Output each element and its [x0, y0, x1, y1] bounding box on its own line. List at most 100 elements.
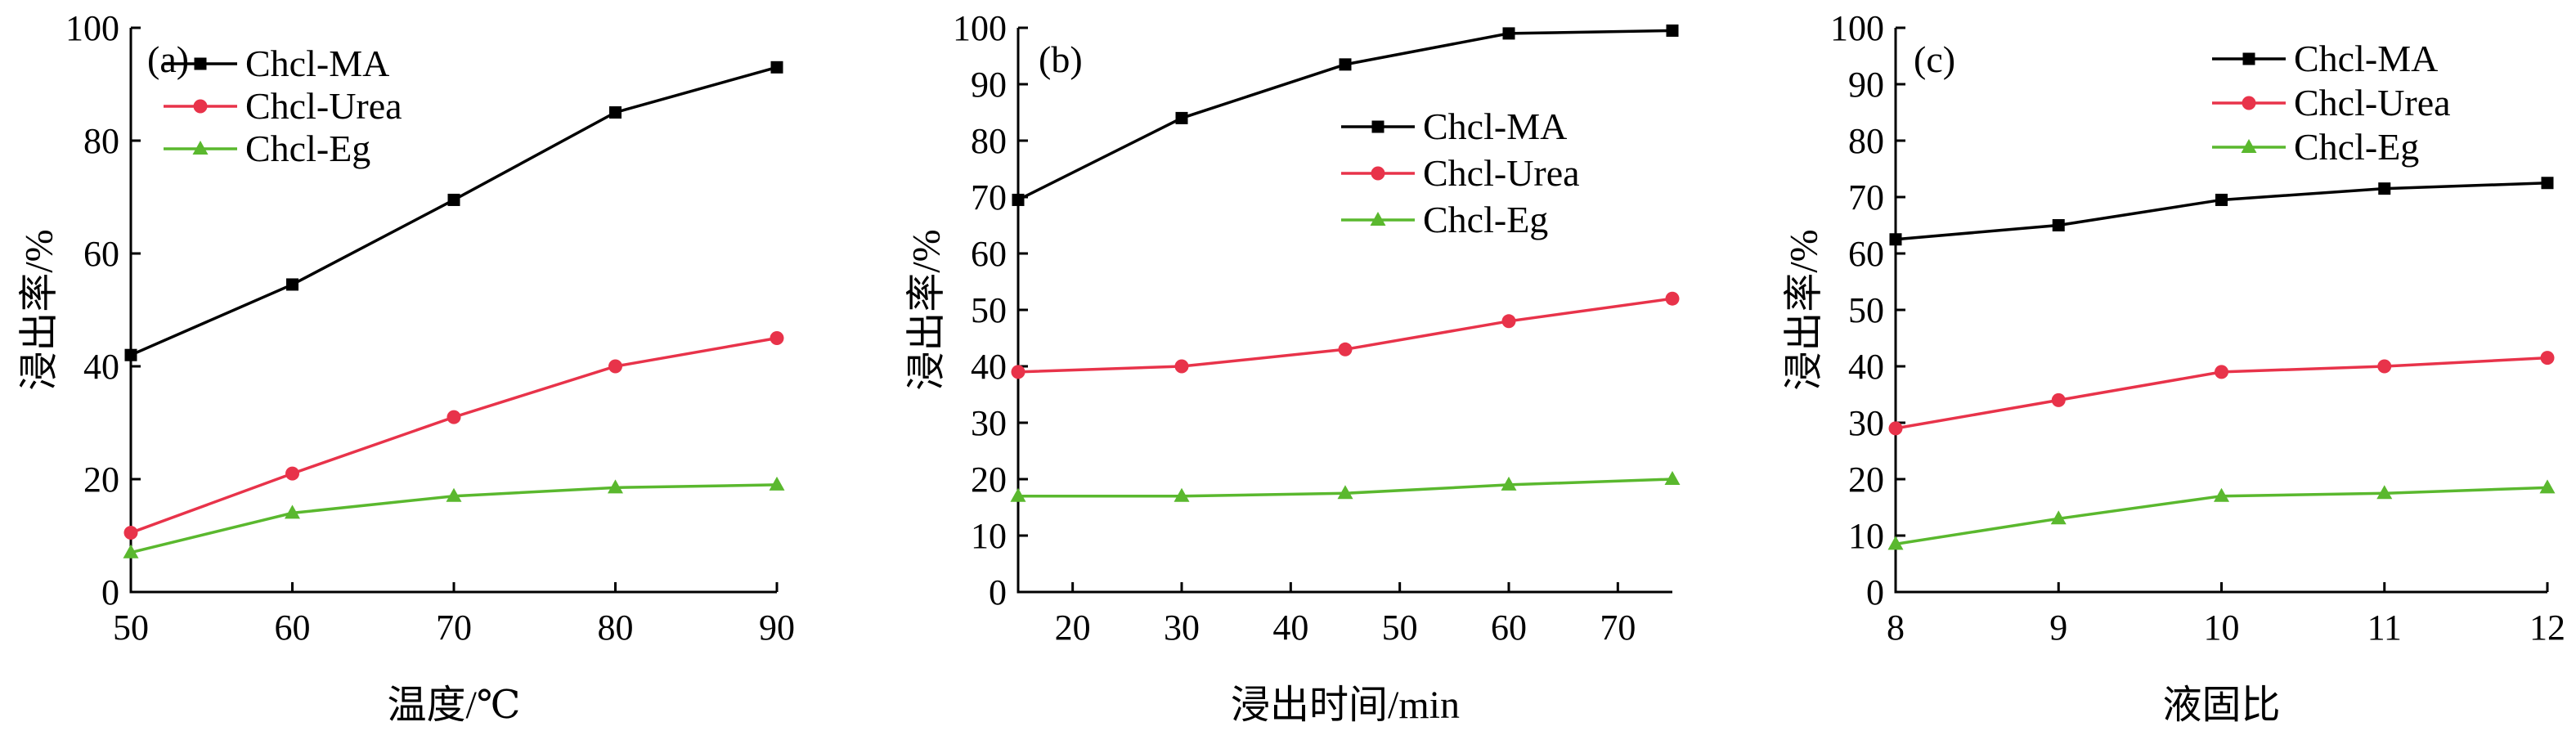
panel-b-legend: Chcl-MA Chcl-Urea Chcl-Eg	[1341, 105, 1580, 240]
panel-b-x-axis-label: 浸出时间/min	[1231, 684, 1460, 727]
panel-a-x-tick-label: 50	[113, 608, 149, 648]
panel-b-x-tick-label: 50	[1382, 608, 1418, 648]
panel-b-legend-chcl-ma-label: Chcl-MA	[1423, 105, 1567, 147]
panel-c-series-chcl-urea-point	[2051, 392, 2066, 407]
panel-b-series-chcl-urea-line	[1017, 297, 1673, 374]
panel-c-series-chcl-ma-line	[1895, 182, 2548, 241]
panel-c-series-chcl-urea-point	[2540, 351, 2555, 366]
panel-b-series-chcl-ma-point	[1175, 111, 1188, 124]
panel-b-series-chcl-urea-point	[1501, 314, 1516, 329]
panel-b-legend-chcl-ma-marker	[1371, 120, 1384, 133]
panel-c-x-tick-label: 9	[2049, 608, 2067, 648]
panel-a-series-chcl-ma-point	[609, 106, 622, 119]
panel-a-x-tick-label: 70	[436, 608, 472, 648]
panel-b-y-axis-label: 浸出率/%	[905, 229, 949, 390]
panel-a-series-chcl-eg-point	[769, 476, 785, 491]
panel-c-y-tick-label: 90	[1848, 65, 1884, 105]
panel-b-legend-chcl-urea-marker	[1371, 166, 1385, 181]
panel-a-series-chcl-ma-line	[130, 65, 778, 357]
panel-c-legend-chcl-urea-label: Chcl-Urea	[2294, 82, 2451, 123]
panel-b-y-tick-label: 60	[971, 234, 1007, 274]
panel-b-y-tick-label: 80	[971, 121, 1007, 161]
panel-a-y-tick-label: 60	[83, 234, 119, 274]
panel-c-series-chcl-ma-point	[2541, 177, 2554, 190]
panel-b-y-tick-label: 0	[989, 572, 1007, 612]
panel-a-series-chcl-urea-point	[608, 359, 622, 374]
panel-a-label: (a)	[147, 38, 189, 80]
panel-b-y-tick-label: 10	[971, 516, 1007, 556]
panel-c-y-tick-label: 80	[1848, 121, 1884, 161]
panel-c: 0 10 20 30 40 50 60 70 80 90 100 8 9 10 11 12 液固比 浸出率/% (c…	[1783, 8, 2566, 727]
panel-b-series-chcl-urea-point	[1011, 365, 1025, 379]
panel-c-label: (c)	[1914, 38, 1955, 80]
panel-a-y-tick-label: 20	[83, 460, 119, 500]
panel-a-series-chcl-ma-point	[447, 193, 460, 206]
panel-a-series-chcl-eg-point	[123, 544, 139, 558]
panel-c-x-tick-label: 12	[2529, 608, 2565, 648]
panel-b-y-tick-label: 70	[971, 177, 1007, 218]
panel-b-legend-chcl-eg-marker	[1370, 212, 1386, 226]
panel-b-y-tick-label: 100	[953, 8, 1007, 48]
panel-c-y-tick-label: 0	[1866, 572, 1884, 612]
panel-a-series-chcl-urea-line	[130, 336, 778, 535]
panel-a-x-tick-label: 80	[598, 608, 634, 648]
panel-a-y-tick-label: 100	[65, 8, 119, 48]
panel-a-y-tick-label: 0	[101, 572, 119, 612]
panel-b-series-chcl-eg-point	[1501, 476, 1517, 491]
panel-b-series-chcl-eg-point	[1174, 487, 1190, 502]
panel-c-y-tick-label: 100	[1830, 8, 1884, 48]
panel-c-y-tick-label: 30	[1848, 403, 1884, 443]
panel-a-x-tick-label: 60	[275, 608, 311, 648]
panel-b-y-tick-label: 30	[971, 403, 1007, 443]
panel-b-x-tick-label: 60	[1491, 608, 1527, 648]
panel-a-series-chcl-ma-point	[124, 348, 137, 361]
panel-b-legend-chcl-urea-label: Chcl-Urea	[1423, 152, 1580, 194]
panel-c-legend-chcl-eg-marker	[2241, 139, 2257, 153]
panel-c-series-chcl-eg-point	[2050, 510, 2067, 525]
panel-c-legend-chcl-eg-label: Chcl-Eg	[2294, 126, 2419, 168]
panel-c-legend-chcl-ma-label: Chcl-MA	[2294, 38, 2438, 79]
panel-b-y-tick-label: 40	[971, 347, 1007, 387]
panel-a-legend-chcl-ma-marker	[194, 57, 207, 70]
panel-b-series-chcl-eg-point	[1664, 471, 1681, 485]
panel-b-series-chcl-urea-point	[1338, 342, 1353, 357]
panel-b-series-chcl-eg-point	[1010, 487, 1026, 502]
panel-b-label: (b)	[1039, 38, 1083, 80]
panel-c-x-tick-label: 8	[1887, 608, 1905, 648]
panel-b-series-chcl-ma-point	[1012, 193, 1025, 206]
panel-a-x-tick-label: 90	[759, 608, 795, 648]
panel-b-series-chcl-ma-point	[1339, 58, 1352, 71]
panel-a-y-axis-label: 浸出率/%	[18, 229, 61, 390]
panel-c-series-chcl-eg-point	[2376, 485, 2393, 500]
panel-a-series-chcl-ma-point	[770, 61, 783, 74]
panel-b-series-chcl-urea-point	[1174, 359, 1189, 374]
panel-b-series-chcl-ma-point	[1666, 24, 1679, 37]
panel-b-axes	[1016, 28, 1672, 594]
panel-a-legend-chcl-eg-label: Chcl-Eg	[245, 128, 370, 169]
panel-a-x-axis-label: 温度/℃	[387, 684, 520, 727]
panel-c-x-tick-label: 10	[2204, 608, 2240, 648]
panel-c-y-tick-label: 60	[1848, 234, 1884, 274]
panel-c-y-axis-label: 浸出率/%	[1783, 229, 1826, 390]
panel-c-series-chcl-eg-point	[2539, 479, 2556, 494]
panel-b-series-chcl-eg-point	[1337, 485, 1353, 500]
panel-a-axes	[129, 28, 777, 594]
panel-b-x-tick-label: 20	[1055, 608, 1091, 648]
panel-c-x-tick-label: 11	[2367, 608, 2402, 648]
panel-b-y-tick-label: 20	[971, 460, 1007, 500]
panel-c-series-chcl-urea-point	[1888, 421, 1903, 436]
panel-c-series-chcl-ma-point	[1889, 233, 1902, 246]
panel-a-y-tick-label: 40	[83, 347, 119, 387]
panel-a-legend-chcl-eg-marker	[192, 141, 209, 155]
panel-c-series-chcl-urea-point	[2215, 365, 2228, 379]
panel-b-y-tick-label: 50	[971, 290, 1007, 330]
panel-b-x-tick-label: 40	[1272, 608, 1308, 648]
panel-a-legend-chcl-ma-label: Chcl-MA	[245, 43, 389, 84]
panel-a-series-chcl-urea-point	[770, 331, 784, 345]
panel-c-y-tick-label: 20	[1848, 460, 1884, 500]
panel-a-series-chcl-ma-point	[286, 278, 298, 291]
panel-a-series-chcl-eg-point	[608, 479, 623, 494]
